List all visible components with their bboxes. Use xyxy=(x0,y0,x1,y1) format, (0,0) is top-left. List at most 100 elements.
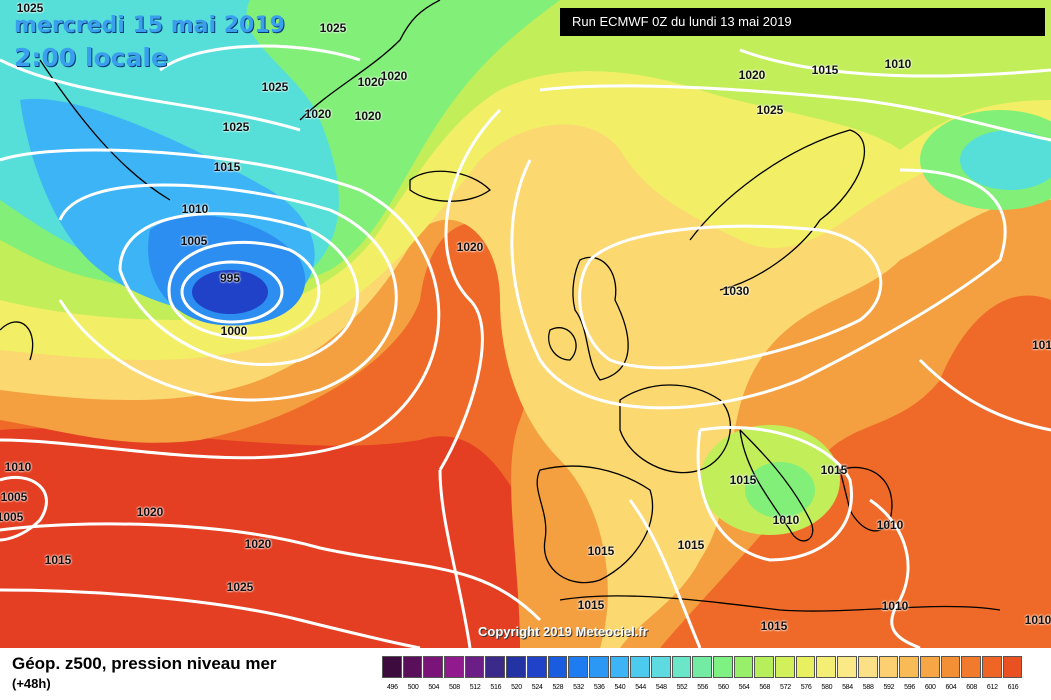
scale-swatch xyxy=(775,656,795,678)
isobar-995 xyxy=(180,260,284,324)
iceland-coast xyxy=(409,170,491,202)
scale-swatch xyxy=(423,656,444,678)
scale-label: 520 xyxy=(511,684,522,691)
isobar-label: 1020 xyxy=(357,75,385,89)
valid-date: mercredi 15 mai 2019 xyxy=(14,13,285,38)
france-coast xyxy=(619,384,732,474)
isobar-label: 1015 xyxy=(811,63,839,77)
isobar-label: 1005 xyxy=(0,490,28,504)
color-scale-labels: 496 500 504 508 512 516 520 524 528 532 536 540 544 5… xyxy=(382,684,1023,691)
low-pressure-core xyxy=(192,270,268,314)
scale-label: 504 xyxy=(428,684,440,691)
scale-label: 548 xyxy=(655,684,667,691)
isobar-1025-north xyxy=(159,44,361,72)
scale-swatch xyxy=(981,656,1002,678)
isobar-1005 xyxy=(118,212,359,366)
scale-swatch xyxy=(547,656,568,678)
isobar-1025-high xyxy=(510,159,1007,410)
isobar-label: 1010 xyxy=(1024,613,1051,627)
isobar-label: 1020 xyxy=(738,68,766,82)
scale-swatch xyxy=(444,656,464,678)
isobar-label: 1000 xyxy=(220,324,248,338)
isobar-label: 1025 xyxy=(261,80,289,94)
isobar-1015-east xyxy=(918,358,1051,432)
scale-label: 612 xyxy=(986,684,998,691)
scale-label: 556 xyxy=(697,684,709,691)
scale-label: 600 xyxy=(924,684,936,691)
legend-footer: Géop. z500, pression niveau mer (+48h) 4… xyxy=(0,648,1051,700)
scale-label: 496 xyxy=(386,684,398,691)
isobar-label: 1025 xyxy=(222,120,250,134)
isobar-label: 1015 xyxy=(677,538,705,552)
isobar-1030 xyxy=(578,224,883,370)
scale-swatch xyxy=(816,656,837,678)
isobar-label: 1015 xyxy=(729,473,757,487)
isobar-1010 xyxy=(58,183,398,402)
field-layer xyxy=(960,130,1051,190)
isobar-1010-west xyxy=(0,475,48,542)
scale-swatch xyxy=(692,656,712,678)
scale-swatch xyxy=(464,656,485,678)
scale-swatch xyxy=(878,656,899,678)
geopotential-field xyxy=(0,0,1051,648)
scale-label: 568 xyxy=(759,684,771,691)
isobar-label: 1015 xyxy=(213,160,241,174)
scale-label: 608 xyxy=(966,684,977,691)
isobar-1015-iberia xyxy=(628,499,702,648)
scale-label: 516 xyxy=(490,684,502,691)
italy-coast xyxy=(739,429,814,542)
ireland-coast xyxy=(548,327,577,361)
scale-swatch xyxy=(402,656,423,678)
scale-swatch xyxy=(961,656,981,678)
scale-label: 592 xyxy=(883,684,895,691)
scale-swatch xyxy=(919,656,940,678)
isobar-label: 1015 xyxy=(44,553,72,567)
scale-label: 532 xyxy=(573,684,584,691)
scale-swatch xyxy=(940,656,961,678)
scale-swatch xyxy=(650,656,671,678)
isobar-label: 1020 xyxy=(304,107,332,121)
scale-swatch xyxy=(733,656,754,678)
scale-label: 560 xyxy=(717,684,729,691)
isobar-label: 1010 xyxy=(884,57,912,71)
scale-swatch xyxy=(382,656,402,678)
isobar-label: 1010 xyxy=(772,513,800,527)
model-run-label: Run ECMWF 0Z du lundi 13 mai 2019 xyxy=(560,8,1045,36)
isobar-label: 1015 xyxy=(577,598,605,612)
scale-label: 596 xyxy=(904,684,915,691)
isobar-1025-south xyxy=(0,588,421,648)
isobar-label: 1010 xyxy=(4,460,32,474)
isobar-label: 1020 xyxy=(244,537,272,551)
isobar-label: 1025 xyxy=(16,1,44,15)
copyright-text: Copyright 2019 Meteociel.fr xyxy=(478,624,648,639)
field-layer xyxy=(745,462,815,518)
color-scale xyxy=(382,656,1023,678)
isobar-1020-north xyxy=(0,58,301,132)
isobar-1020-central xyxy=(438,108,502,471)
scale-swatch xyxy=(1002,656,1023,678)
scale-swatch xyxy=(754,656,775,678)
isobar-1015-north xyxy=(739,48,1051,78)
valid-time: 2:00 locale xyxy=(14,43,168,72)
isobar-label: 1010 xyxy=(881,599,909,613)
scale-label: 572 xyxy=(780,684,791,691)
scale-label: 552 xyxy=(676,684,688,691)
isobar-label: 1010 xyxy=(876,518,904,532)
isobar-1015 xyxy=(0,148,441,460)
field-title: Géop. z500, pression niveau mer xyxy=(12,654,277,673)
isobar-label: 995 xyxy=(219,271,241,285)
isobar-1015-italy xyxy=(696,426,853,562)
isobar-1010-balkans xyxy=(869,498,921,648)
isobar-label: 1025 xyxy=(756,103,784,117)
scandinavia-coast xyxy=(689,129,866,291)
scale-label: 564 xyxy=(738,684,750,691)
isobar-label: 1015 xyxy=(820,463,848,477)
isobar-1020-south xyxy=(0,522,542,622)
scale-label: 536 xyxy=(593,684,605,691)
scale-label: 544 xyxy=(635,684,646,691)
isobar-1000 xyxy=(167,240,321,340)
iberia-coast xyxy=(536,465,654,584)
isobars xyxy=(0,44,1051,648)
scale-swatch xyxy=(713,656,733,678)
greenland-coast xyxy=(299,0,441,121)
